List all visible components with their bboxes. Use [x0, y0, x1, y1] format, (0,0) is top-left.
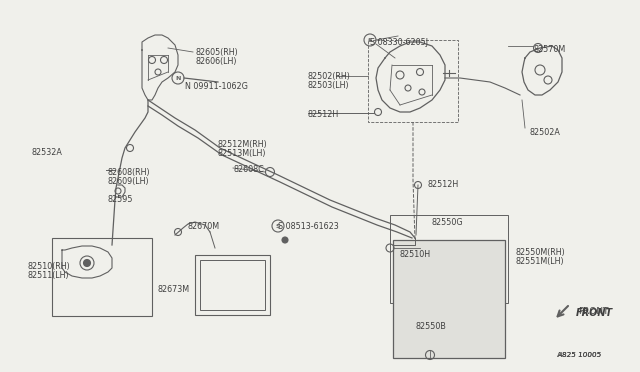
Text: 82510H: 82510H: [400, 250, 431, 259]
Text: S: S: [368, 38, 372, 42]
Text: 82670M: 82670M: [188, 222, 220, 231]
Text: 82532A: 82532A: [32, 148, 63, 157]
Text: 82551M(LH): 82551M(LH): [515, 257, 564, 266]
Bar: [195, 255, 270, 315]
Text: A825 10005: A825 10005: [557, 352, 601, 358]
Text: 82502(RH): 82502(RH): [307, 72, 350, 81]
Text: 82550B: 82550B: [415, 322, 446, 331]
Text: S: S: [276, 224, 280, 228]
Circle shape: [282, 237, 288, 243]
Text: FRONT: FRONT: [578, 307, 609, 316]
Text: 82511(LH): 82511(LH): [28, 271, 70, 280]
Text: 82606(LH): 82606(LH): [195, 57, 237, 66]
Text: A825 10005: A825 10005: [557, 352, 601, 358]
Bar: [390, 215, 508, 303]
Bar: [368, 40, 458, 122]
Text: 82503(LH): 82503(LH): [307, 81, 349, 90]
Text: 82605(RH): 82605(RH): [195, 48, 237, 57]
Bar: [52, 238, 152, 316]
Text: 82512H: 82512H: [308, 110, 339, 119]
Text: 82502A: 82502A: [530, 128, 561, 137]
Text: 82608(RH): 82608(RH): [108, 168, 150, 177]
Circle shape: [83, 260, 90, 266]
Bar: [393, 240, 505, 358]
Text: 82608C: 82608C: [233, 165, 264, 174]
Text: 82673M: 82673M: [158, 285, 190, 294]
Text: 82609(LH): 82609(LH): [108, 177, 150, 186]
Bar: [200, 260, 265, 310]
Text: N: N: [175, 76, 180, 80]
Text: FRONT: FRONT: [576, 308, 613, 318]
Text: 82513M(LH): 82513M(LH): [218, 149, 266, 158]
Text: S 08513-61623: S 08513-61623: [278, 222, 339, 231]
Text: S 08330-6205J: S 08330-6205J: [370, 38, 428, 47]
Text: 82550M(RH): 82550M(RH): [515, 248, 564, 257]
Text: 82512H: 82512H: [428, 180, 460, 189]
Text: 82595: 82595: [108, 195, 134, 204]
Text: 82550G: 82550G: [432, 218, 463, 227]
Text: 82512M(RH): 82512M(RH): [218, 140, 268, 149]
Text: N 09911-1062G: N 09911-1062G: [185, 82, 248, 91]
Text: 82570M: 82570M: [533, 45, 565, 54]
Text: 82510(RH): 82510(RH): [28, 262, 71, 271]
